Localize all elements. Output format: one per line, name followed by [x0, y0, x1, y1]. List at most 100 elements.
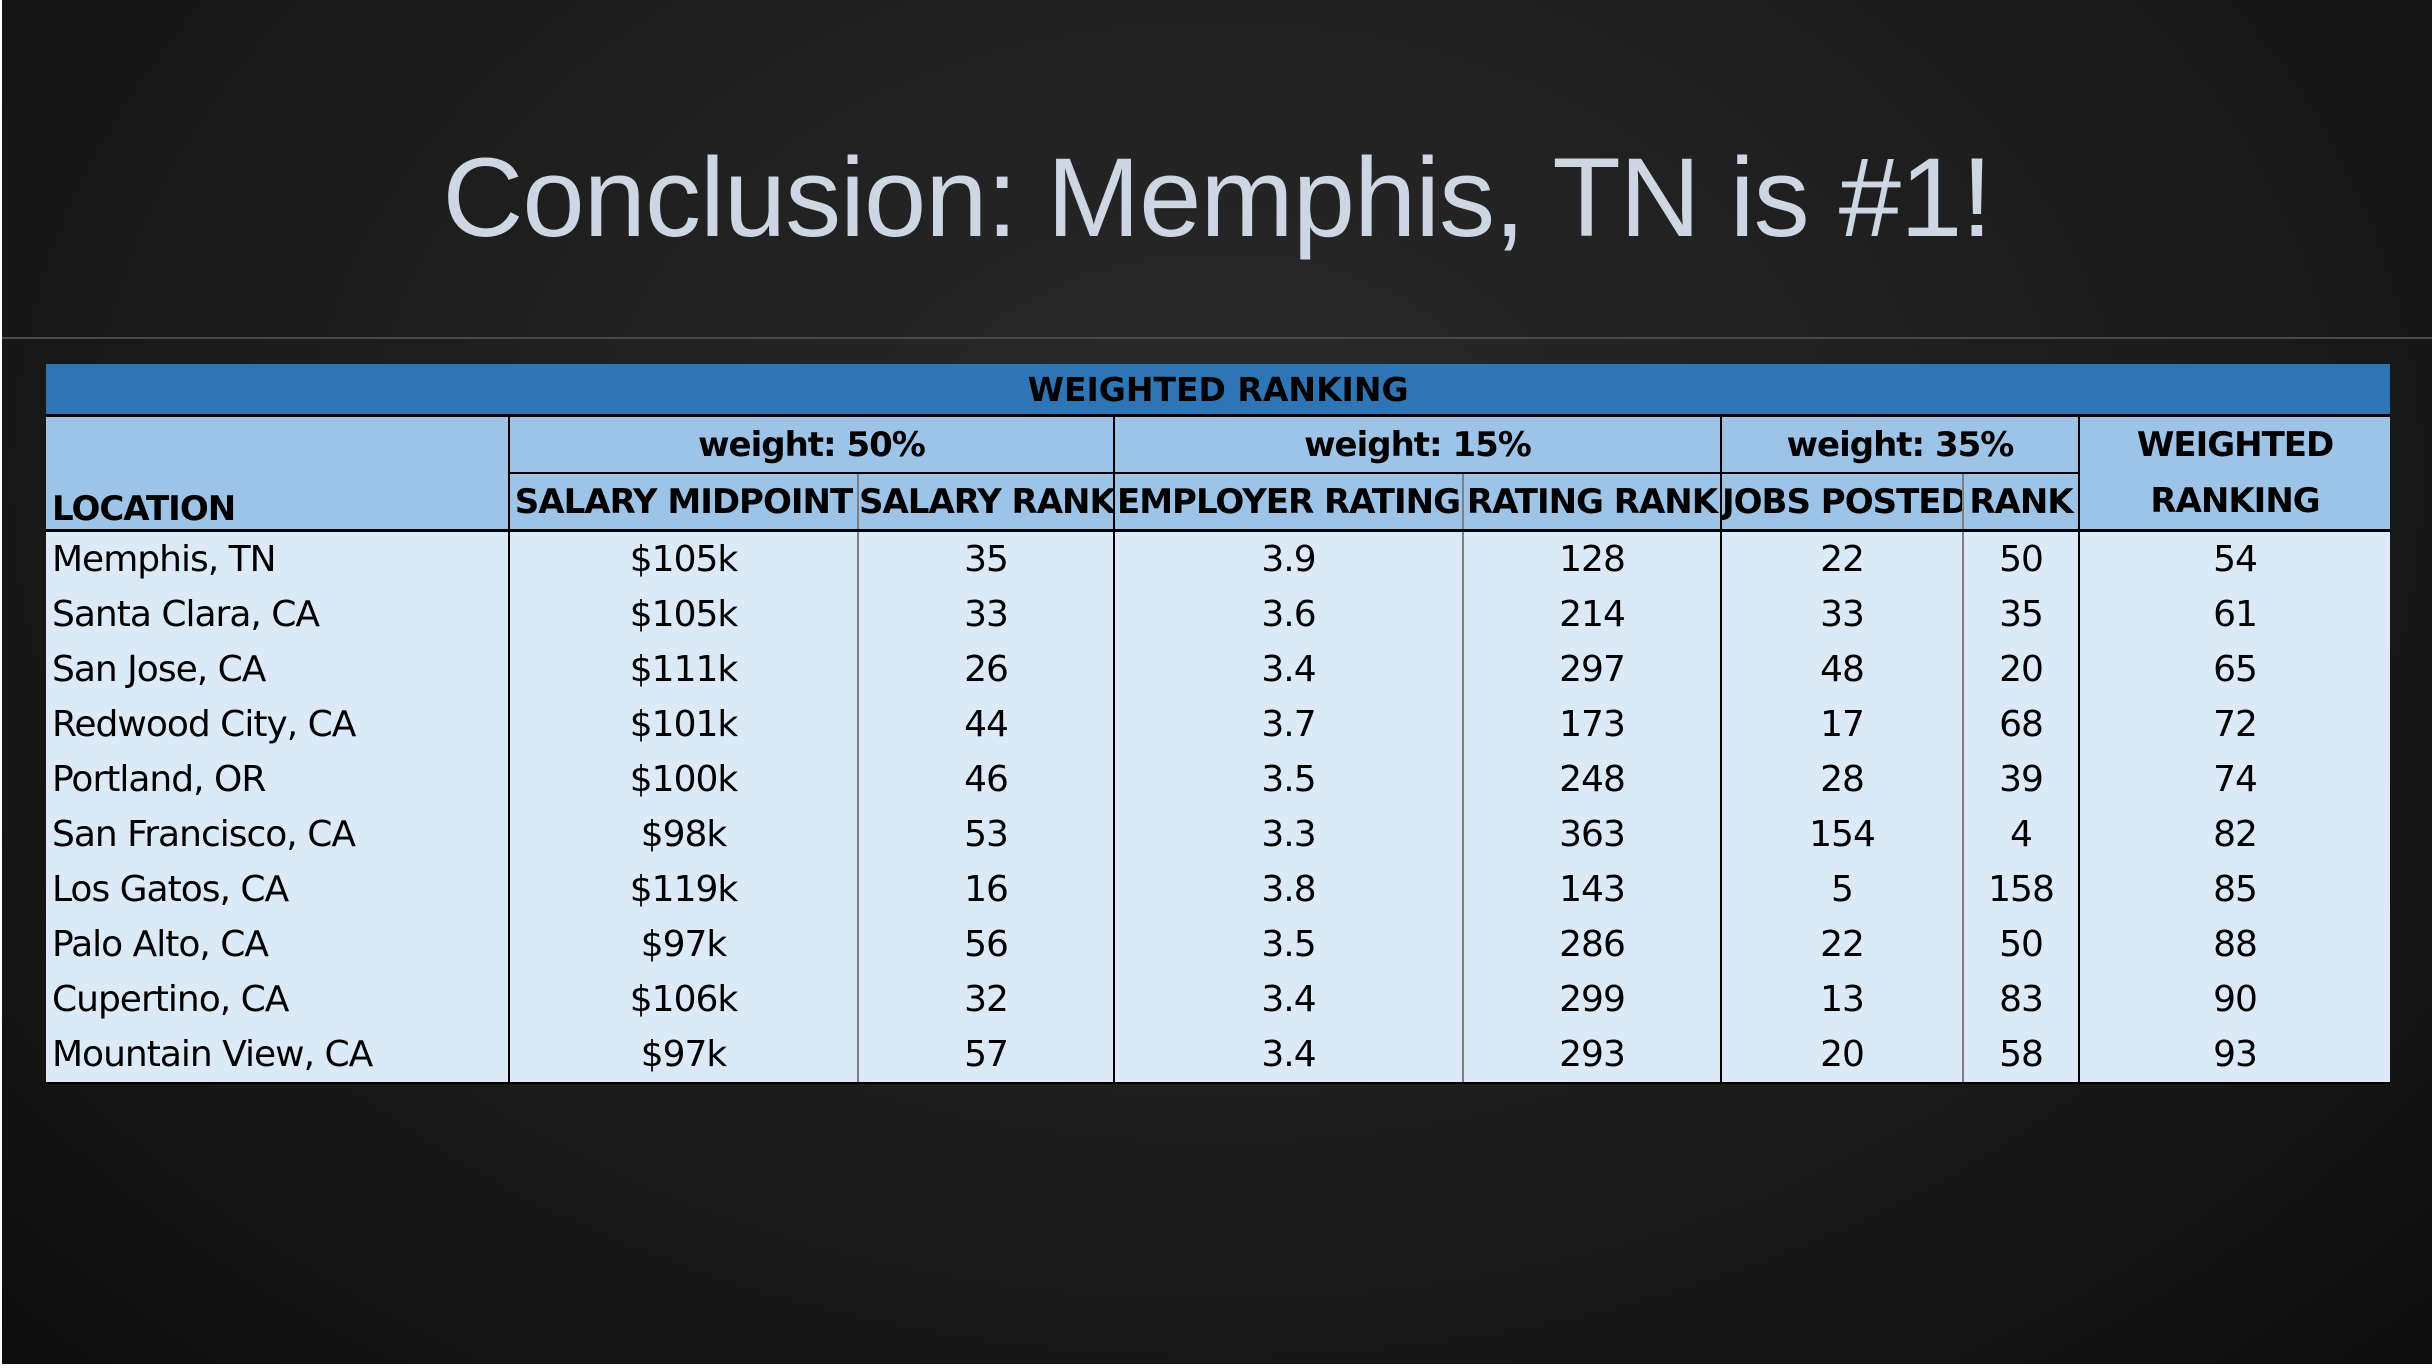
jobs-posted-cell: 13: [1720, 972, 1963, 1027]
table-row: San Jose, CA $111k 26 3.4 297 48 20 65: [46, 642, 2391, 697]
employer-rating-cell: 3.7: [1113, 697, 1463, 752]
jobs-posted-cell: 17: [1720, 697, 1963, 752]
column-header-employer-rating: EMPLOYER RATING: [1113, 473, 1463, 532]
location-cell: Memphis, TN: [46, 530, 509, 587]
jobs-posted-cell: 33: [1720, 587, 1963, 642]
rating-rank-cell: 173: [1462, 697, 1721, 752]
jobs-rank-cell: 20: [1962, 642, 2079, 697]
employer-rating-cell: 3.4: [1113, 972, 1463, 1027]
salary-rank-cell: 46: [857, 752, 1114, 807]
table-row: Santa Clara, CA $105k 33 3.6 214 33 35 6…: [46, 587, 2391, 642]
column-header-weighted-line1: WEIGHTED: [2077, 415, 2391, 473]
employer-rating-cell: 3.3: [1113, 807, 1463, 862]
salary-rank-cell: 35: [857, 530, 1114, 587]
weighted-ranking-cell: 82: [2077, 807, 2391, 862]
employer-rating-cell: 3.4: [1113, 642, 1463, 697]
weighted-ranking-cell: 88: [2077, 917, 2391, 972]
table-title: WEIGHTED RANKING: [46, 364, 2391, 417]
weighted-ranking-cell: 72: [2077, 697, 2391, 752]
jobs-rank-cell: 50: [1962, 917, 2079, 972]
location-cell: Cupertino, CA: [46, 972, 509, 1027]
weight-label-rating: weight: 15%: [1113, 415, 1721, 474]
jobs-rank-cell: 58: [1962, 1027, 2079, 1084]
table-row: Los Gatos, CA $119k 16 3.8 143 5 158 85: [46, 862, 2391, 917]
salary-midpoint-cell: $105k: [508, 587, 858, 642]
jobs-posted-cell: 20: [1720, 1027, 1963, 1084]
table-row: Portland, OR $100k 46 3.5 248 28 39 74: [46, 752, 2391, 807]
column-header-salary-rank: SALARY RANK: [857, 473, 1114, 532]
rating-rank-cell: 214: [1462, 587, 1721, 642]
location-cell: Palo Alto, CA: [46, 917, 509, 972]
salary-midpoint-cell: $111k: [508, 642, 858, 697]
rating-rank-cell: 143: [1462, 862, 1721, 917]
rating-rank-cell: 293: [1462, 1027, 1721, 1084]
table-row: Cupertino, CA $106k 32 3.4 299 13 83 90: [46, 972, 2391, 1027]
jobs-rank-cell: 83: [1962, 972, 2079, 1027]
location-cell: San Jose, CA: [46, 642, 509, 697]
employer-rating-cell: 3.9: [1113, 530, 1463, 587]
jobs-rank-cell: 68: [1962, 697, 2079, 752]
weighted-ranking-cell: 85: [2077, 862, 2391, 917]
column-header-weighted-line2: RANKING: [2077, 473, 2391, 532]
jobs-posted-cell: 48: [1720, 642, 1963, 697]
weighted-ranking-table: WEIGHTED RANKING LOCATION weight: 50% we…: [46, 364, 2391, 1084]
location-cell: Mountain View, CA: [46, 1027, 509, 1084]
salary-midpoint-cell: $100k: [508, 752, 858, 807]
column-header-location: LOCATION: [46, 415, 509, 532]
location-cell: Los Gatos, CA: [46, 862, 509, 917]
salary-midpoint-cell: $106k: [508, 972, 858, 1027]
salary-rank-cell: 56: [857, 917, 1114, 972]
table-row: Memphis, TN $105k 35 3.9 128 22 50 54: [46, 530, 2391, 587]
table-row: Mountain View, CA $97k 57 3.4 293 20 58 …: [46, 1027, 2391, 1084]
jobs-rank-cell: 158: [1962, 862, 2079, 917]
jobs-rank-cell: 35: [1962, 587, 2079, 642]
employer-rating-cell: 3.6: [1113, 587, 1463, 642]
rating-rank-cell: 128: [1462, 530, 1721, 587]
weight-label-salary: weight: 50%: [508, 415, 1114, 474]
salary-midpoint-cell: $98k: [508, 807, 858, 862]
jobs-posted-cell: 22: [1720, 530, 1963, 587]
table-row: Redwood City, CA $101k 44 3.7 173 17 68 …: [46, 697, 2391, 752]
jobs-rank-cell: 50: [1962, 530, 2079, 587]
column-header-salary-midpoint: SALARY MIDPOINT: [508, 473, 858, 532]
weighted-ranking-cell: 61: [2077, 587, 2391, 642]
title-divider: [2, 337, 2432, 339]
salary-midpoint-cell: $101k: [508, 697, 858, 752]
weight-label-jobs: weight: 35%: [1720, 415, 2079, 474]
table-row: San Francisco, CA $98k 53 3.3 363 154 4 …: [46, 807, 2391, 862]
location-cell: Portland, OR: [46, 752, 509, 807]
salary-midpoint-cell: $97k: [508, 1027, 858, 1084]
rating-rank-cell: 248: [1462, 752, 1721, 807]
jobs-posted-cell: 154: [1720, 807, 1963, 862]
weighted-ranking-cell: 74: [2077, 752, 2391, 807]
employer-rating-cell: 3.8: [1113, 862, 1463, 917]
rating-rank-cell: 286: [1462, 917, 1721, 972]
column-header-jobs-rank: RANK: [1962, 473, 2079, 532]
column-header-rating-rank: RATING RANK: [1462, 473, 1721, 532]
rating-rank-cell: 297: [1462, 642, 1721, 697]
employer-rating-cell: 3.5: [1113, 917, 1463, 972]
weighted-ranking-cell: 90: [2077, 972, 2391, 1027]
table-row: Palo Alto, CA $97k 56 3.5 286 22 50 88: [46, 917, 2391, 972]
salary-midpoint-cell: $119k: [508, 862, 858, 917]
slide-title: Conclusion: Memphis, TN is #1!: [442, 135, 1993, 260]
location-cell: Redwood City, CA: [46, 697, 509, 752]
salary-rank-cell: 44: [857, 697, 1114, 752]
column-header-jobs-posted: JOBS POSTED: [1720, 473, 1963, 532]
rating-rank-cell: 299: [1462, 972, 1721, 1027]
jobs-posted-cell: 28: [1720, 752, 1963, 807]
jobs-posted-cell: 5: [1720, 862, 1963, 917]
weighted-ranking-cell: 54: [2077, 530, 2391, 587]
rating-rank-cell: 363: [1462, 807, 1721, 862]
employer-rating-cell: 3.5: [1113, 752, 1463, 807]
jobs-rank-cell: 4: [1962, 807, 2079, 862]
salary-midpoint-cell: $105k: [508, 530, 858, 587]
salary-rank-cell: 33: [857, 587, 1114, 642]
salary-midpoint-cell: $97k: [508, 917, 858, 972]
salary-rank-cell: 53: [857, 807, 1114, 862]
salary-rank-cell: 16: [857, 862, 1114, 917]
jobs-posted-cell: 22: [1720, 917, 1963, 972]
salary-rank-cell: 26: [857, 642, 1114, 697]
weighted-ranking-cell: 65: [2077, 642, 2391, 697]
jobs-rank-cell: 39: [1962, 752, 2079, 807]
